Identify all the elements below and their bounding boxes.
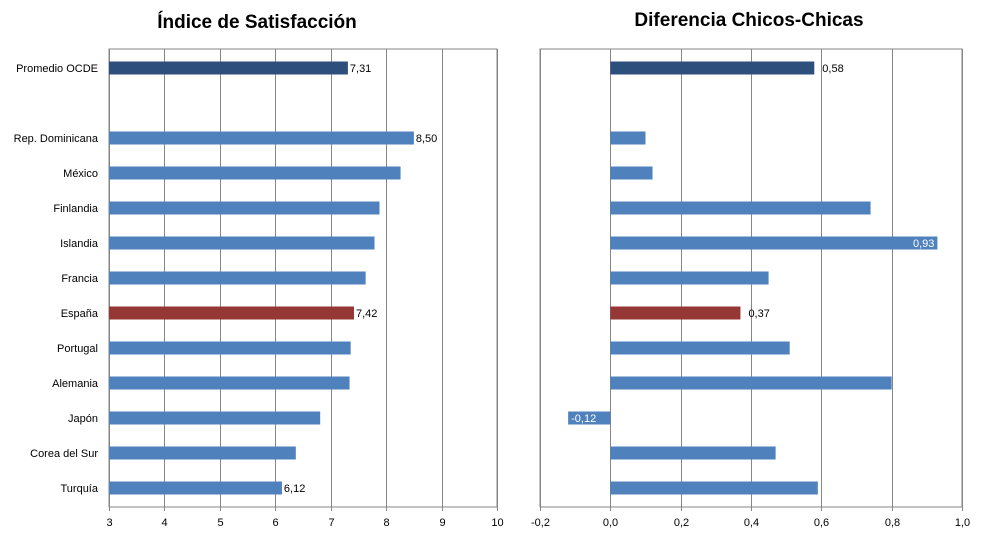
data-label: 0,93 <box>913 238 934 250</box>
category-label: Rep. Dominicana <box>14 133 99 145</box>
tick-label: 4 <box>161 517 167 529</box>
tick-labels: 3 4 5 6 7 8 9 10 <box>106 517 503 529</box>
bar <box>610 166 653 180</box>
bar <box>109 376 350 390</box>
data-label: 6,12 <box>284 483 305 495</box>
bars <box>568 61 938 495</box>
category-label: Alemania <box>52 378 99 390</box>
tick-label: 6 <box>272 517 278 529</box>
tick-labels: -0,2 0,0 0,2 0,4 0,6 0,8 1,0 <box>531 517 970 529</box>
data-label: 8,50 <box>416 133 437 145</box>
bar <box>109 131 414 145</box>
category-label: Corea del Sur <box>30 448 98 460</box>
data-label: -0,12 <box>571 413 596 425</box>
bar <box>568 411 611 425</box>
gender-difference-chart: Diferencia Chicos-Chicas -0,2 0,0 0,2 0,4 0,… <box>531 10 970 529</box>
data-label: 7,42 <box>356 308 377 320</box>
tick-label: 5 <box>217 517 223 529</box>
category-label: Finlandia <box>53 203 99 215</box>
bar <box>109 306 354 320</box>
bar <box>610 271 769 285</box>
bars <box>109 61 414 495</box>
bar <box>109 201 380 215</box>
bar <box>109 341 351 355</box>
category-label: Francia <box>61 273 99 285</box>
bar <box>109 166 401 180</box>
tick-label: 0,6 <box>814 517 829 529</box>
category-label: Portugal <box>57 343 98 355</box>
bar <box>610 481 818 495</box>
axis <box>109 507 498 511</box>
tick-label: 7 <box>328 517 334 529</box>
grid-lines <box>108 48 498 508</box>
tick-label: 0,2 <box>674 517 689 529</box>
data-labels: 7,31 8,50 7,42 6,12 <box>284 63 437 495</box>
chart-title-satisfaction: Índice de Satisfacción <box>157 11 357 33</box>
bar <box>610 201 871 215</box>
bar <box>610 306 741 320</box>
tick-label: 3 <box>106 517 112 529</box>
tick-label: 1,0 <box>955 517 970 529</box>
satisfaction-index-chart: Índice de Satisfacción Promedio OCDE Rep.… <box>14 11 504 529</box>
tick-label: 9 <box>439 517 445 529</box>
tick-label: 8 <box>383 517 389 529</box>
category-label: Japón <box>68 413 98 425</box>
tick-label: 0,4 <box>744 517 759 529</box>
category-label: España <box>61 308 99 320</box>
bar <box>610 446 776 460</box>
category-label: Promedio OCDE <box>16 63 98 75</box>
data-label: 7,31 <box>350 63 371 75</box>
data-label: 0,37 <box>748 308 769 320</box>
bar <box>109 481 282 495</box>
tick-label: 10 <box>491 517 503 529</box>
axis <box>540 507 963 511</box>
category-label: Turquía <box>60 483 98 495</box>
bar <box>610 236 938 250</box>
bar <box>109 446 296 460</box>
bar <box>109 271 366 285</box>
tick-label: -0,2 <box>531 517 550 529</box>
bar <box>610 341 790 355</box>
data-label: 0,58 <box>822 63 843 75</box>
bar <box>109 61 348 75</box>
bar <box>610 376 892 390</box>
data-labels: 0,58 0,93 0,37 -0,12 <box>571 63 934 425</box>
bar <box>610 131 646 145</box>
tick-label: 0,0 <box>603 517 618 529</box>
category-labels: Promedio OCDE Rep. Dominicana México Finlan… <box>14 63 99 495</box>
category-label: Islandia <box>60 238 99 250</box>
bar <box>109 411 321 425</box>
tick-label: 0,8 <box>885 517 900 529</box>
bar <box>610 61 815 75</box>
bar <box>109 236 375 250</box>
chart-title-gender-difference: Diferencia Chicos-Chicas <box>634 10 863 31</box>
category-label: México <box>63 168 98 180</box>
